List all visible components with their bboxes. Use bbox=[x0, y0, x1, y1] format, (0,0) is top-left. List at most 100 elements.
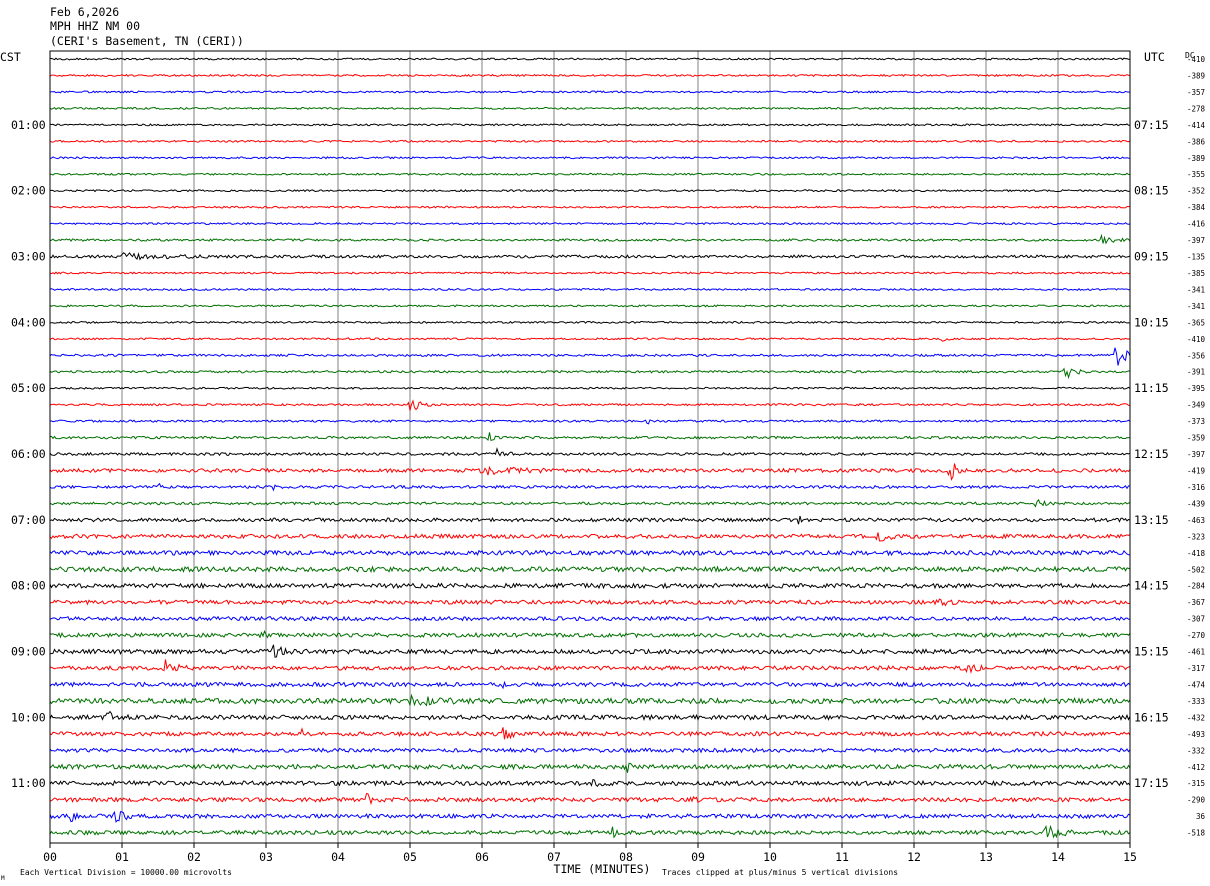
dc-offset-label: -386 bbox=[1187, 137, 1206, 146]
left-hour-label: 07:00 bbox=[11, 513, 46, 527]
dc-label: DC bbox=[1185, 51, 1195, 60]
left-hour-label: 10:00 bbox=[11, 710, 46, 724]
dc-offset-label: -397 bbox=[1187, 450, 1205, 459]
dc-offset-label: -333 bbox=[1187, 697, 1205, 706]
trace-row-47 bbox=[49, 824, 1131, 839]
x-axis-label: TIME (MINUTES) bbox=[554, 862, 651, 876]
trace-row-38 bbox=[49, 680, 1131, 690]
dc-offset-label: -290 bbox=[1187, 796, 1206, 805]
dc-offset-label: -359 bbox=[1187, 434, 1205, 443]
dc-offset-label: -316 bbox=[1187, 483, 1206, 492]
trace-row-42 bbox=[49, 747, 1131, 754]
dc-offset-label: -410 bbox=[1187, 55, 1206, 64]
dc-offset-label: -432 bbox=[1187, 713, 1205, 722]
right-hour-label: 09:15 bbox=[1134, 250, 1169, 264]
dc-offset-label: -391 bbox=[1187, 368, 1205, 377]
trace-row-8 bbox=[49, 189, 1131, 193]
left-hour-label: 06:00 bbox=[11, 447, 46, 461]
header-station: MPH HHZ NM 00 bbox=[50, 19, 140, 33]
dc-offset-label: -373 bbox=[1187, 417, 1205, 426]
right-timezone-label: UTC bbox=[1144, 50, 1165, 64]
trace-row-1 bbox=[49, 73, 1131, 78]
trace-row-45 bbox=[49, 792, 1131, 806]
trace-row-23 bbox=[49, 432, 1131, 442]
dc-offset-label: -412 bbox=[1187, 763, 1205, 772]
right-hour-labels: 07:15 08:15 09:15 10:15 11:15 12:15 13:15 14:15… bbox=[1134, 118, 1169, 790]
x-tick-label: 15 bbox=[1123, 850, 1137, 864]
trace-row-12 bbox=[49, 252, 1131, 261]
dc-offset-label: -278 bbox=[1187, 104, 1206, 113]
dc-offset-label: -270 bbox=[1187, 631, 1206, 640]
dc-offset-label: -341 bbox=[1187, 302, 1205, 311]
dc-offset-label: -355 bbox=[1187, 170, 1205, 179]
trace-row-32 bbox=[49, 582, 1131, 590]
trace-row-18 bbox=[49, 347, 1131, 366]
left-hour-label: 11:00 bbox=[11, 776, 46, 790]
dc-offset-label: -397 bbox=[1187, 236, 1205, 245]
x-tick-label: 12 bbox=[907, 850, 921, 864]
trace-row-24 bbox=[49, 447, 1131, 457]
left-hour-labels: 01:00 02:00 03:00 04:00 05:00 06:00 07:00 08:00… bbox=[11, 118, 46, 790]
trace-row-6 bbox=[49, 156, 1131, 160]
dc-offset-label: -385 bbox=[1187, 269, 1205, 278]
trace-row-27 bbox=[49, 498, 1131, 508]
left-hour-label: 05:00 bbox=[11, 381, 46, 395]
trace-row-35 bbox=[49, 629, 1131, 639]
trace-row-34 bbox=[49, 615, 1131, 622]
dc-offset-label: -349 bbox=[1187, 401, 1205, 410]
x-tick-label: 04 bbox=[331, 850, 345, 864]
dc-offset-label: -395 bbox=[1187, 384, 1205, 393]
x-tick-label: 09 bbox=[691, 850, 705, 864]
grid-lines bbox=[121, 51, 1059, 843]
right-hour-label: 13:15 bbox=[1134, 513, 1169, 527]
dc-offset-label: -356 bbox=[1187, 351, 1206, 360]
right-hour-label: 07:15 bbox=[1134, 118, 1169, 132]
left-timezone-label: CST bbox=[0, 50, 21, 64]
dc-offset-label: -284 bbox=[1187, 582, 1206, 591]
dc-offset-label: -365 bbox=[1187, 318, 1205, 327]
dc-offset-label: -389 bbox=[1187, 154, 1205, 163]
x-tick-label: 13 bbox=[979, 850, 993, 864]
right-hour-label: 14:15 bbox=[1134, 579, 1169, 593]
trace-row-2 bbox=[49, 90, 1131, 94]
trace-row-19 bbox=[49, 367, 1131, 380]
right-hour-label: 10:15 bbox=[1134, 315, 1169, 329]
trace-row-20 bbox=[49, 386, 1131, 390]
left-hour-label: 08:00 bbox=[11, 579, 46, 593]
trace-row-3 bbox=[49, 106, 1131, 110]
dc-offset-label: -323 bbox=[1187, 532, 1205, 541]
dc-offset-label: 36 bbox=[1196, 812, 1206, 821]
x-tick-label: 06 bbox=[475, 850, 489, 864]
dc-offset-label: -461 bbox=[1187, 648, 1205, 657]
header-location: (CERI's Basement, TN (CERI)) bbox=[50, 34, 244, 48]
trace-row-44 bbox=[49, 778, 1131, 788]
x-tick-label: 02 bbox=[187, 850, 201, 864]
trace-row-26 bbox=[49, 482, 1131, 492]
dc-offset-label: -493 bbox=[1187, 730, 1205, 739]
clip-note: Traces clipped at plus/minus 5 vertical … bbox=[662, 868, 898, 877]
trace-row-9 bbox=[49, 205, 1131, 209]
trace-row-43 bbox=[49, 762, 1131, 773]
trace-row-22 bbox=[49, 419, 1131, 425]
trace-row-29 bbox=[49, 532, 1131, 542]
trace-row-7 bbox=[49, 172, 1131, 176]
trace-row-16 bbox=[49, 320, 1131, 324]
trace-row-30 bbox=[49, 549, 1131, 557]
x-tick-label: 01 bbox=[115, 850, 129, 864]
dc-offset-label: -317 bbox=[1187, 664, 1205, 673]
dc-offset-label: -315 bbox=[1187, 779, 1205, 788]
left-hour-label: 04:00 bbox=[11, 315, 46, 329]
trace-row-39 bbox=[49, 693, 1131, 707]
x-tick-label: 05 bbox=[403, 850, 417, 864]
left-hour-label: 02:00 bbox=[11, 184, 46, 198]
trace-row-37 bbox=[49, 659, 1131, 674]
dc-offset-label: -341 bbox=[1187, 285, 1205, 294]
dc-offset-label: -474 bbox=[1187, 680, 1206, 689]
dc-offset-label: -439 bbox=[1187, 499, 1205, 508]
x-axis-ticks: 00 01 02 03 04 05 06 07 08 09 10 11 12 13 14 15 bbox=[43, 843, 1137, 864]
dc-offset-label: -332 bbox=[1187, 746, 1205, 755]
right-hour-label: 08:15 bbox=[1134, 184, 1169, 198]
x-tick-label: 07 bbox=[547, 850, 561, 864]
trace-row-15 bbox=[49, 304, 1131, 308]
